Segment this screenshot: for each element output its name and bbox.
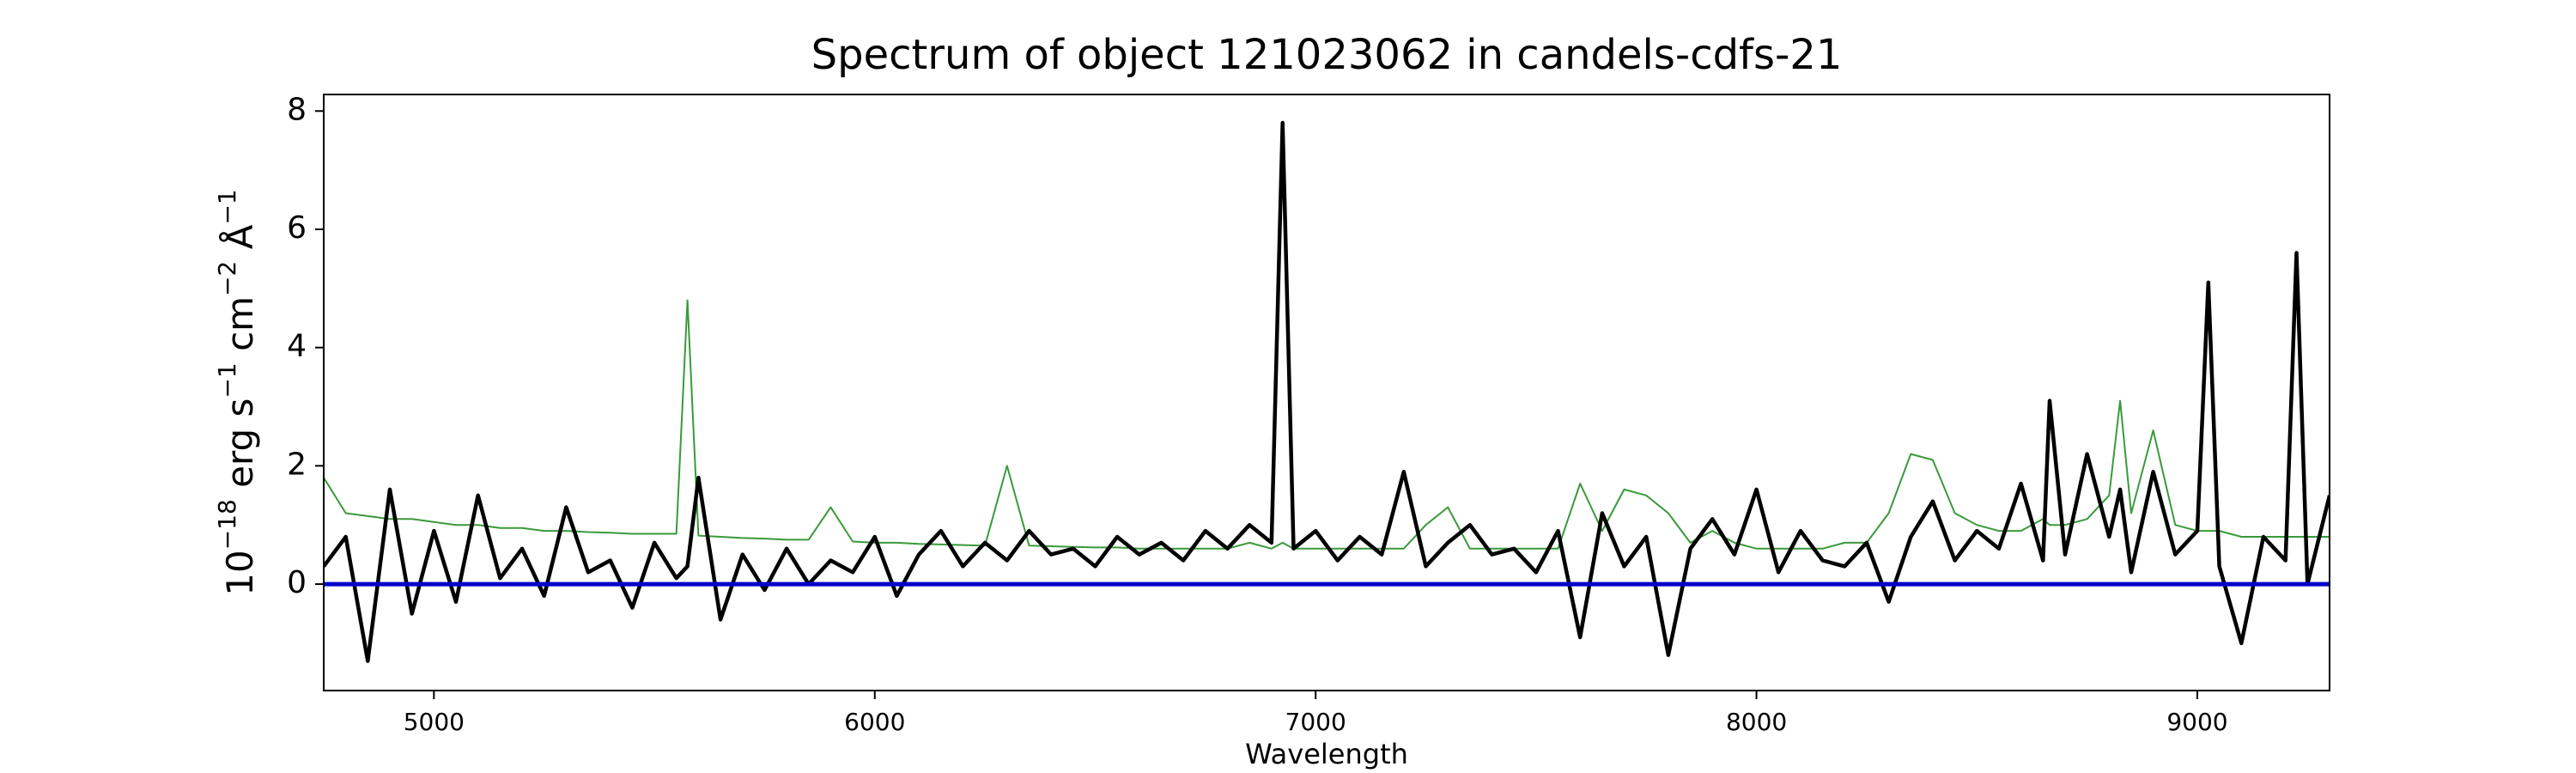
y-axis-label-part: −1 bbox=[213, 362, 241, 398]
y-tick-label: 2 bbox=[287, 447, 307, 482]
x-tick-label: 7000 bbox=[1285, 708, 1346, 736]
x-tick-label: 8000 bbox=[1726, 708, 1787, 736]
y-axis-label-part: erg s bbox=[219, 399, 261, 500]
y-axis-label-part: −1 bbox=[213, 189, 241, 224]
y-axis-label-part: −2 bbox=[213, 261, 241, 296]
y-axis-label: 10−18 erg s−1 cm−2 Å−1 bbox=[213, 189, 261, 595]
x-axis-label: Wavelength bbox=[1245, 738, 1408, 770]
y-axis-label-part: −18 bbox=[213, 499, 241, 550]
x-tick-label: 9000 bbox=[2166, 708, 2227, 736]
y-tick-label: 6 bbox=[287, 210, 307, 246]
y-axis-label-part: cm bbox=[219, 296, 261, 362]
spectrum-line bbox=[324, 120, 2330, 663]
x-tick-label: 6000 bbox=[844, 708, 905, 736]
y-tick-label: 0 bbox=[287, 565, 307, 600]
y-tick-label: 4 bbox=[287, 329, 307, 364]
y-tick-label: 8 bbox=[287, 92, 307, 127]
x-tick-label: 5000 bbox=[404, 708, 465, 736]
chart-title: Spectrum of object 121023062 in candels-… bbox=[811, 31, 1843, 79]
y-axis-label-part: Å bbox=[218, 224, 261, 260]
plot-frame bbox=[323, 94, 2330, 691]
y-axis-label-part: 10 bbox=[219, 550, 261, 595]
